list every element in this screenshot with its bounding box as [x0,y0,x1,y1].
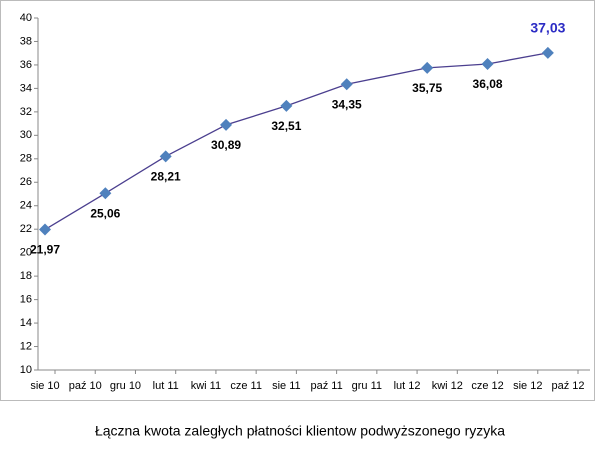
x-tick-label: cze 12 [471,380,503,392]
x-tick-label: paź 11 [311,380,343,392]
chart-caption: Łączna kwota zaległych płatności kliento… [95,423,505,439]
y-tick-label: 14 [20,317,32,329]
x-tick-label: cze 11 [230,380,262,392]
marker [481,57,494,70]
marker [541,46,554,59]
y-tick-label: 38 [20,35,32,47]
y-tick-label: 40 [20,12,32,24]
x-tick-label: kwi 12 [432,380,463,392]
y-tick-label: 22 [20,223,32,235]
x-tick-label: paź 10 [69,380,102,392]
marker [280,99,293,112]
y-tick-label: 10 [20,364,32,376]
x-tick-label: gru 10 [110,380,141,392]
x-tick-label: lut 11 [153,380,179,392]
y-tick-label: 32 [20,106,32,118]
marker [39,223,51,236]
y-tick-label: 18 [20,270,32,282]
chart-frame [0,0,595,401]
y-tick-label: 36 [20,59,32,71]
y-tick-label: 28 [20,153,32,165]
data-label: 32,51 [271,119,301,133]
y-tick-label: 20 [20,247,32,259]
x-tick-label: lut 12 [394,380,421,392]
y-tick-label: 30 [20,129,32,141]
data-label: 28,21 [151,170,181,184]
data-label: 30,89 [211,138,241,152]
x-tick-label: sie 12 [513,380,542,392]
marker [220,118,233,131]
x-tick-label: paź 12 [551,380,584,392]
marker [421,61,434,74]
x-tick-label: gru 11 [352,380,382,392]
data-label: 25,06 [90,206,120,220]
x-tick-label: kwi 11 [191,380,221,392]
data-label: 35,75 [412,81,442,95]
marker [99,187,112,200]
x-tick-label: sie 10 [30,380,59,392]
x-tick-label: sie 11 [272,380,301,392]
data-label: 34,35 [332,97,362,111]
data-label: 37,03 [530,20,565,36]
y-tick-label: 26 [20,176,32,188]
y-tick-label: 24 [20,200,32,212]
marker [159,150,172,163]
marker [340,78,353,91]
y-tick-label: 34 [20,82,32,94]
data-label: 21,97 [30,243,60,257]
y-tick-label: 16 [20,294,32,306]
y-tick-label: 12 [20,340,32,352]
data-label: 36,08 [473,77,503,91]
